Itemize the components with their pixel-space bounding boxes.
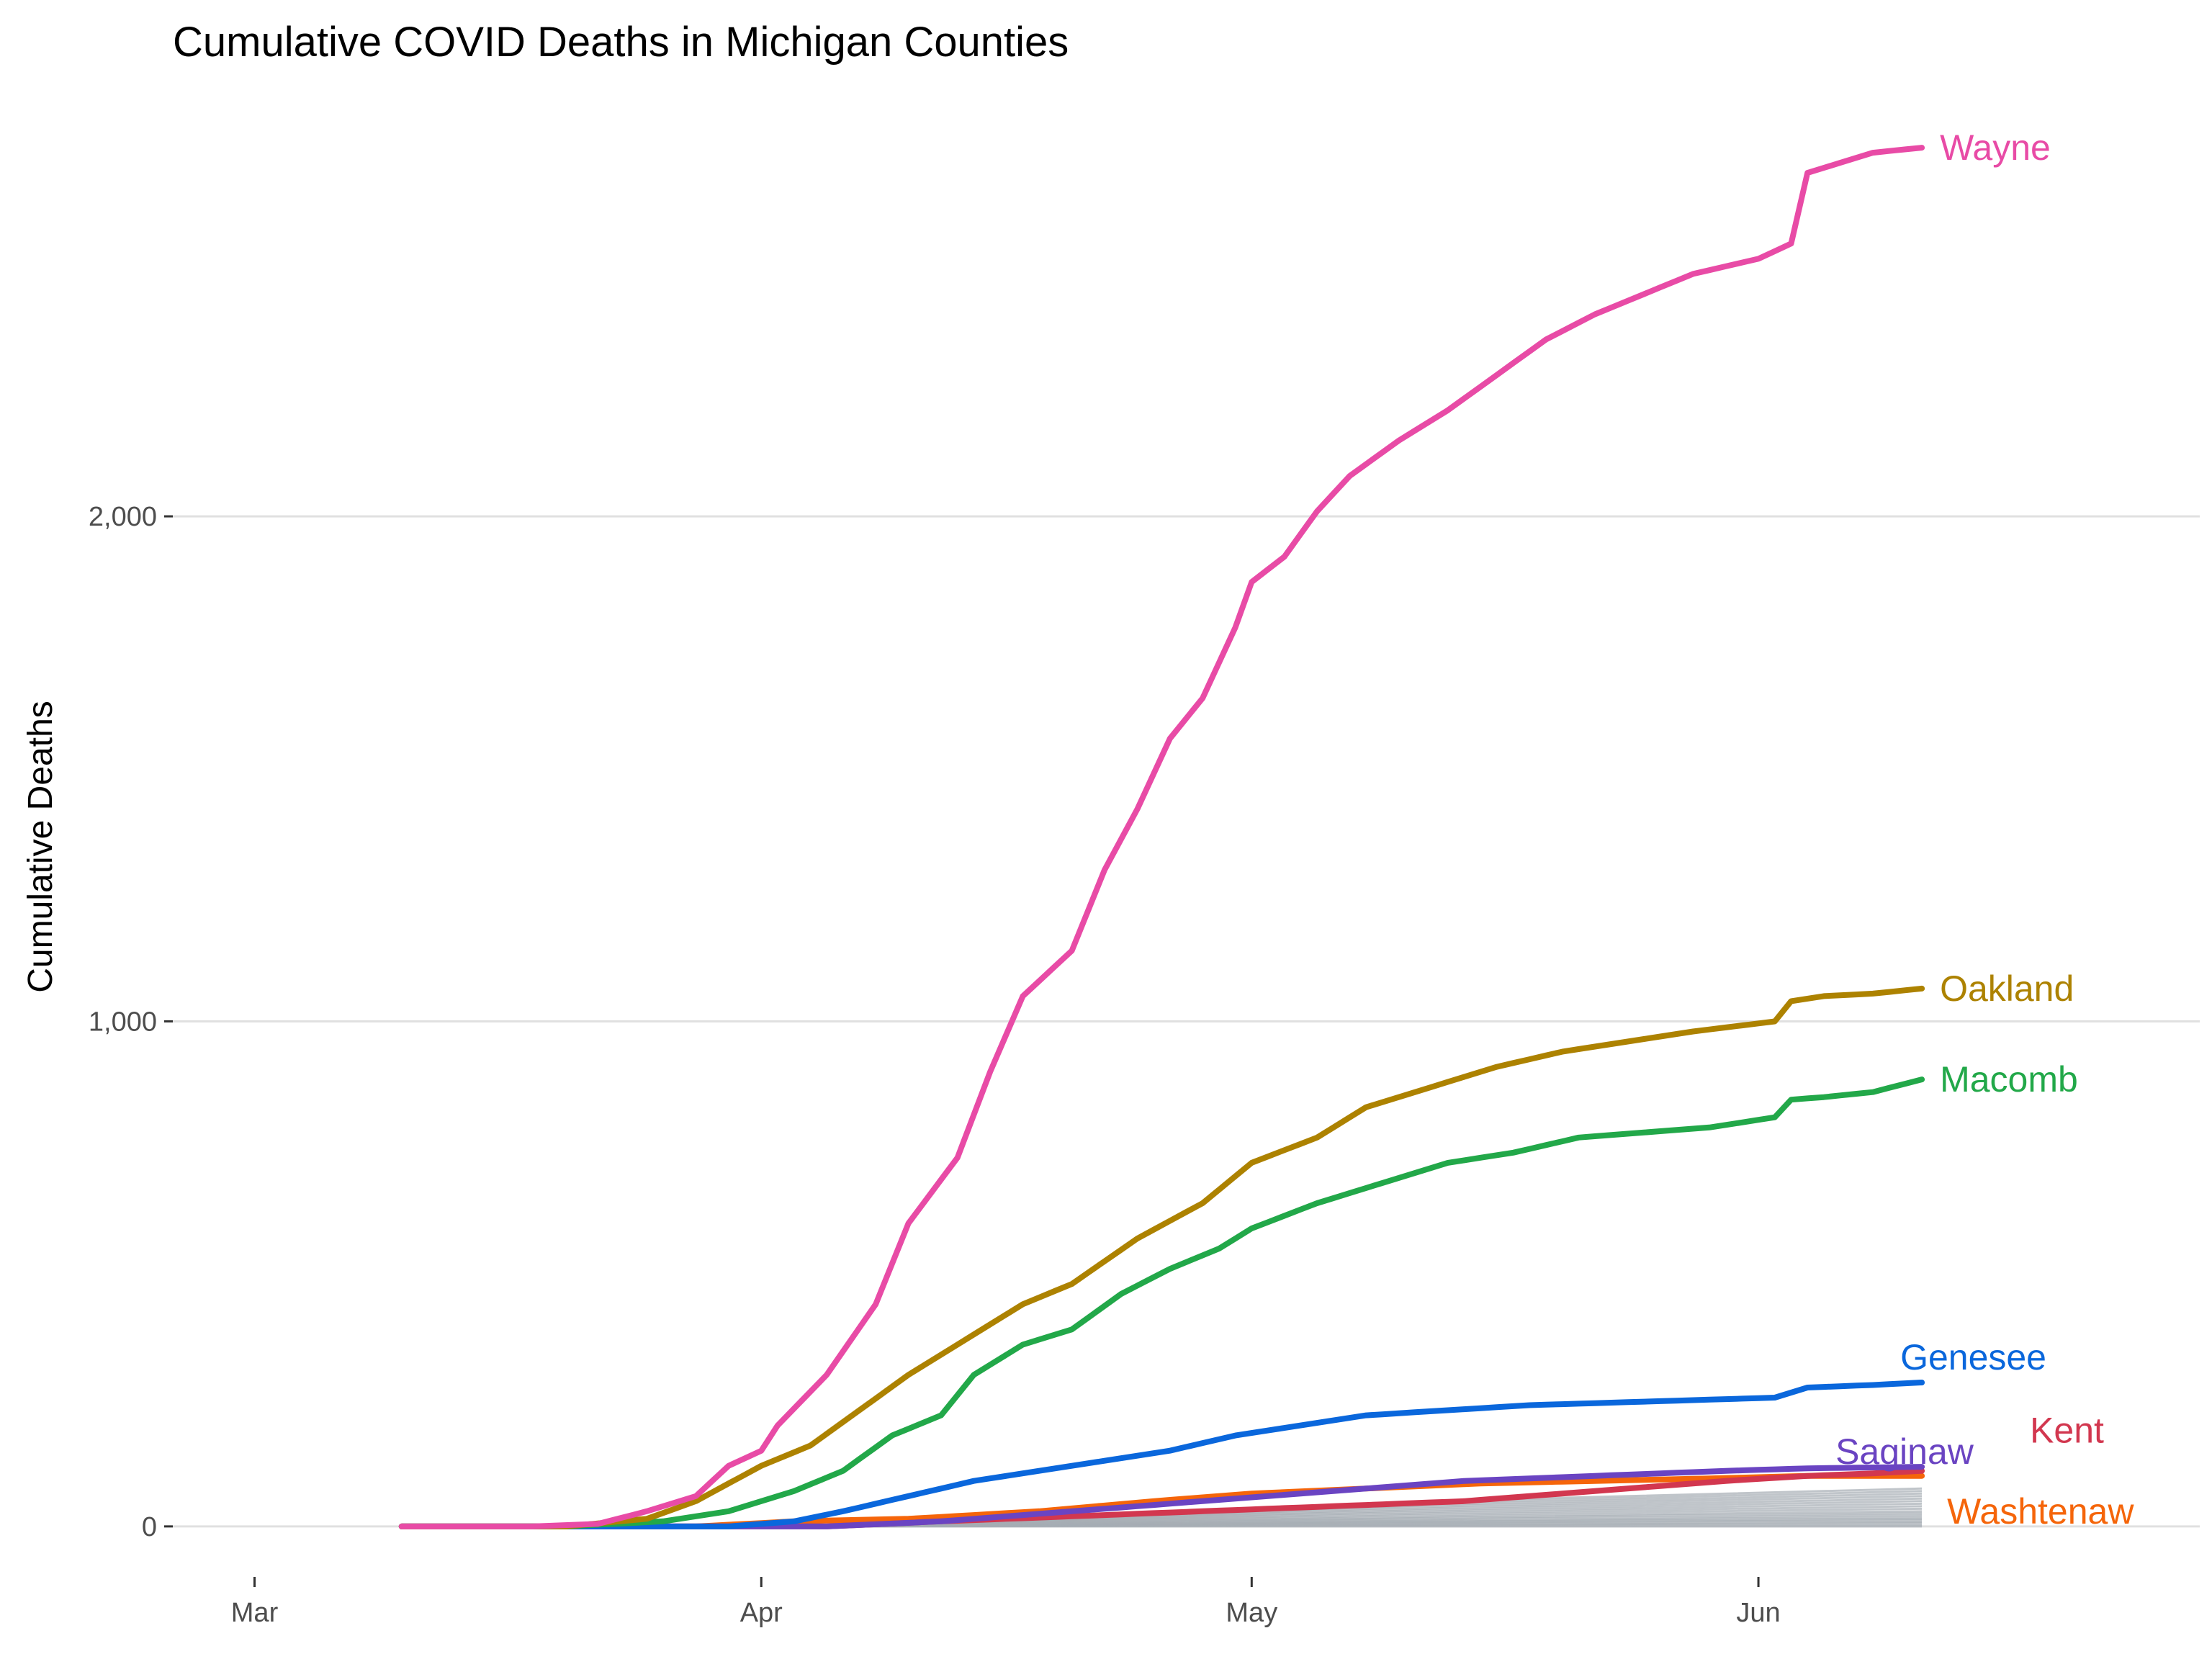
series-label-genesee: Genesee (1900, 1337, 2046, 1377)
y-tick-label: 2,000 (89, 502, 157, 532)
y-tick-label: 1,000 (89, 1007, 157, 1037)
y-tick-label: 0 (142, 1512, 157, 1542)
series-label-kent: Kent (2030, 1411, 2104, 1451)
series-line-genesee (398, 1380, 1925, 1529)
x-tick-label: Mar (231, 1598, 279, 1628)
series-labels: Wayne Oakland Macomb Genesee Kent Saginaw Wash… (1835, 127, 2134, 1532)
series-label-wayne: Wayne (1940, 127, 2051, 168)
x-tick-label: Apr (740, 1598, 783, 1628)
series-label-oakland: Oakland (1940, 968, 2074, 1009)
county-series-lines (398, 145, 1925, 1529)
series-label-macomb: Macomb (1940, 1059, 2078, 1100)
chart-title: Cumulative COVID Deaths in Michigan Coun… (173, 19, 1069, 66)
series-label-washtenaw: Washtenaw (1947, 1491, 2134, 1532)
x-tick-label: Jun (1736, 1598, 1780, 1628)
series-line-oakland (398, 985, 1925, 1529)
axis-ticks: 0 1,000 2,000 Mar Apr May Jun (89, 502, 1781, 1628)
y-axis-title: Cumulative Deaths (22, 701, 60, 993)
series-line-wayne (398, 145, 1925, 1529)
series-label-saginaw: Saginaw (1835, 1431, 1974, 1472)
x-tick-label: May (1226, 1598, 1277, 1628)
series-line-macomb (398, 1076, 1925, 1529)
